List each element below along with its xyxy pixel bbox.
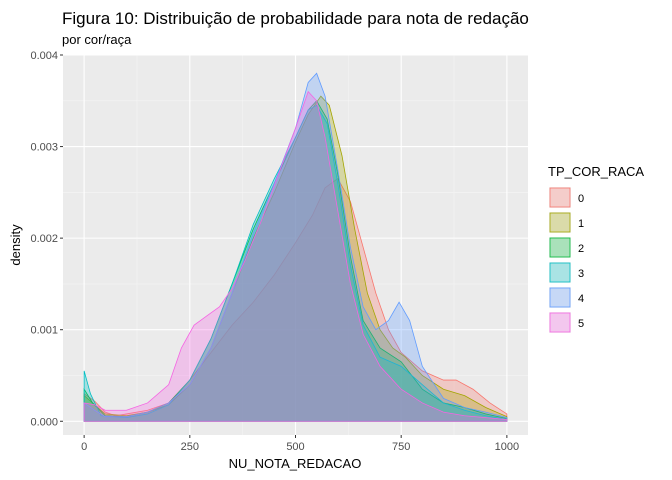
legend-key-bg [549,262,571,283]
legend-key-4 [549,287,571,308]
legend-key-bg [549,287,571,308]
legend-key-bg [549,312,571,333]
x-tick-label: 0 [81,441,87,453]
x-tick-label: 1000 [495,441,519,453]
y-tick-label: 0.001 [30,325,58,337]
legend-label-0: 0 [578,193,584,205]
legend-key-5 [549,312,571,333]
y-axis-title: density [8,224,23,266]
y-tick-label: 0.002 [30,233,58,245]
legend-title: TP_COR_RACA [548,164,644,179]
legend-label-1: 1 [578,218,584,230]
y-tick-label: 0.000 [30,416,58,428]
legend-key-bg [549,212,571,233]
density-area-0 [83,178,508,422]
legend: TP_COR_RACA 0 1 2 3 4 5 [548,164,644,333]
legend-key-1 [549,212,571,233]
y-tick-label: 0.003 [30,142,58,154]
legend-key-bg [549,237,571,258]
legend-label-4: 4 [578,293,584,305]
y-tick-label: 0.004 [30,50,58,62]
y-axis: 0.000 0.001 0.002 0.003 0.004 [30,50,63,428]
legend-items: 0 1 2 3 4 5 [549,187,584,333]
legend-label-2: 2 [578,243,584,255]
legend-key-3 [549,262,571,283]
x-axis: 0 250 500 750 1000 [81,435,519,453]
chart-title: Figura 10: Distribuição de probabilidade… [62,9,529,28]
legend-key-2 [549,237,571,258]
density-areas [83,72,508,422]
legend-label-3: 3 [578,268,584,280]
x-tick-label: 500 [286,441,304,453]
density-area-5 [83,90,508,422]
legend-label-5: 5 [578,318,584,330]
x-tick-label: 750 [392,441,410,453]
legend-key-bg [549,187,571,208]
density-area-4 [83,72,508,422]
legend-key-0 [549,187,571,208]
x-axis-title: NU_NOTA_REDACAO [229,456,362,471]
x-tick-label: 250 [181,441,199,453]
density-area-3 [83,104,508,422]
chart-subtitle: por cor/raça [62,32,132,47]
